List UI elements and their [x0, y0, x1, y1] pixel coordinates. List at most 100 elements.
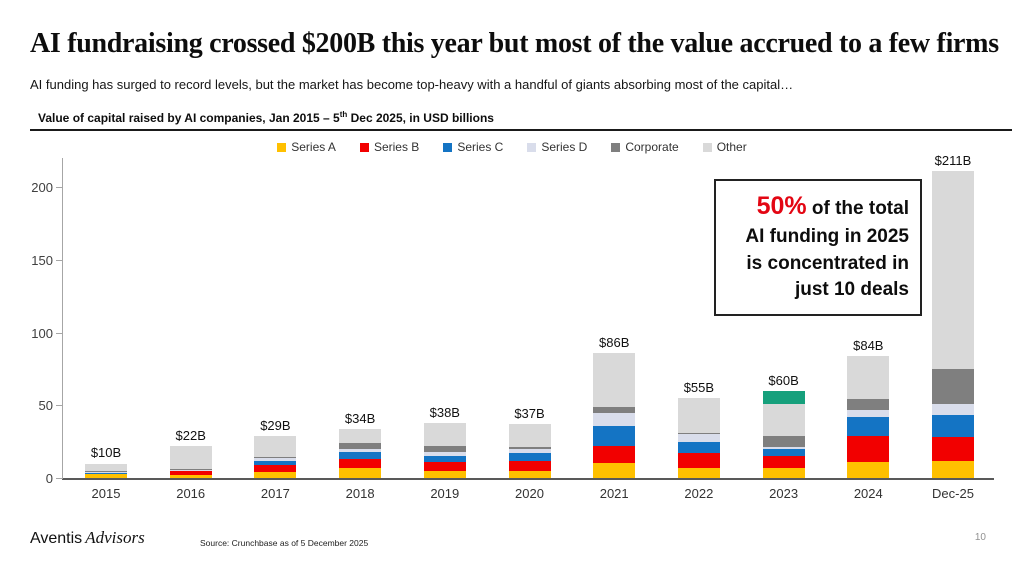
x-axis-label: 2021 — [599, 486, 629, 501]
bar-value-label: $211B — [934, 153, 972, 168]
y-axis-label: 100 — [31, 325, 53, 341]
bar-segment-series-d — [169, 470, 212, 471]
callout-line: is concentrated in — [746, 252, 909, 274]
x-axis-label: 2022 — [684, 486, 714, 501]
bar-value-label: $37B — [514, 406, 545, 422]
bar-segment-other — [169, 446, 212, 470]
legend-swatch-icon — [359, 142, 369, 152]
legend-swatch-icon — [611, 142, 621, 152]
bar-segment-series-a — [932, 460, 974, 478]
plot-area: 0 50 100 150 200 $10B 2015 $22B 2016 $29B 2017 $34B… — [31, 153, 994, 501]
bar-2021 — [593, 352, 636, 478]
bar-segment-series-c — [932, 415, 974, 438]
bar-segment-series-d — [85, 472, 127, 473]
bar-segment-series-b — [423, 462, 466, 471]
bar-segment-series-d — [339, 448, 382, 452]
bar-segment-corporate — [932, 368, 974, 404]
bar-segment-series-a — [847, 462, 890, 478]
y-axis-tick — [56, 405, 63, 407]
bar-segment-other — [677, 398, 720, 433]
legend-swatch-icon — [443, 142, 453, 152]
legend-item-series-b: Series B — [359, 140, 419, 154]
bar-segment-series-a — [423, 470, 466, 478]
x-axis-label: 2020 — [515, 486, 544, 501]
bar-segment-corporate — [254, 456, 297, 458]
bar-segment-series-c — [423, 456, 466, 463]
legend-item-series-c: Series C — [443, 140, 503, 154]
bar-value-label: $34B — [344, 410, 376, 426]
bar-segment-other — [254, 435, 297, 457]
bar-segment-series-b — [339, 459, 382, 468]
bar-value-label: $22B — [175, 427, 206, 443]
y-axis-label: 0 — [45, 471, 53, 486]
bar-segment-series-b — [85, 473, 127, 475]
y-axis-tick — [56, 478, 63, 479]
bar-segment-series-c — [339, 451, 382, 460]
legend-label: Other — [716, 140, 747, 154]
chart-title-suffix: Dec 2025, in USD billions — [347, 111, 494, 125]
bar-segment-series-d — [593, 412, 636, 426]
bar-segment-series-b — [847, 435, 890, 462]
callout-box: 50% of the total AI funding in 2025 is con… — [714, 179, 922, 316]
bar-segment-series-c — [85, 472, 127, 474]
x-axis-label: 2017 — [260, 486, 290, 501]
bar-segment-series-d — [254, 457, 297, 461]
callout-line: 50% of the total — [756, 192, 909, 220]
bar-segment-series-d — [677, 434, 720, 442]
x-axis-label: Dec-25 — [932, 486, 974, 501]
y-axis-label: 50 — [38, 398, 53, 414]
bar-value-label: $86B — [599, 334, 630, 350]
bar-value-label: $55B — [683, 379, 715, 395]
y-axis-label: 200 — [31, 180, 53, 195]
legend-swatch-icon — [702, 142, 712, 152]
bar-value-label: $38B — [429, 404, 460, 420]
x-axis-label: 2019 — [430, 486, 460, 501]
bar-segment-series-c — [677, 441, 720, 454]
subtitle: AI funding has surged to record levels, … — [30, 77, 794, 92]
bar-value-label: $29B — [260, 417, 291, 433]
chart-title: Value of capital raised by AI companies,… — [38, 110, 494, 125]
bar-segment-corporate — [508, 447, 551, 449]
chart-title-prefix: Value of capital raised by AI companies,… — [38, 111, 340, 125]
page-title: AI fundraising crossed $200B this year b… — [30, 28, 999, 59]
bar-segment-corporate — [339, 443, 382, 449]
page-number: 10 — [974, 532, 986, 543]
legend-item-corporate: Corporate — [611, 140, 679, 154]
bar-segment-series-a — [254, 472, 297, 478]
callout-line: AI funding in 2025 — [745, 226, 909, 247]
bar-segment-other — [762, 403, 805, 436]
bar-segment-series-b — [169, 471, 212, 476]
legend-swatch-icon — [277, 142, 287, 152]
y-axis-tick — [56, 259, 63, 261]
chart-legend: Series A Series B Series C Series D Corporat… — [0, 140, 1024, 154]
y-axis-tick — [56, 332, 63, 334]
bar-segment-series-a — [85, 474, 127, 478]
bar-segment-series-c — [508, 453, 551, 461]
legend-label: Corporate — [625, 140, 679, 154]
bar-segment-highlight-deal — [762, 390, 805, 404]
x-axis-label: 2024 — [853, 486, 883, 501]
bar-segment-corporate — [423, 446, 466, 452]
bar-segment-series-c — [254, 460, 297, 465]
legend-item-series-d: Series D — [527, 140, 587, 154]
bar-segment-corporate — [593, 406, 636, 413]
bar-segment-series-a — [762, 467, 805, 478]
footer-logo: Aventis Advisors — [30, 528, 145, 548]
bar-segment-corporate — [847, 399, 890, 410]
y-axis-tick — [56, 187, 63, 188]
bar-segment-other — [593, 352, 636, 407]
bar-value-label: $84B — [853, 337, 884, 353]
source-note: Source: Crunchbase as of 5 December 2025 — [200, 538, 369, 548]
bar-segment-corporate — [762, 435, 805, 448]
x-axis-label: 2016 — [176, 486, 206, 501]
bar-segment-other — [85, 463, 127, 471]
bar-segment-series-d — [847, 409, 890, 417]
callout-highlight: 50% — [756, 192, 807, 220]
bar-2016 — [169, 446, 212, 478]
bar-segment-other — [339, 428, 382, 444]
legend-label: Series A — [291, 140, 336, 154]
logo-text-sans: Aventis — [30, 530, 83, 547]
bar-segment-series-d — [508, 448, 551, 454]
y-axis-label: 150 — [31, 252, 53, 268]
bar-value-label: $60B — [768, 372, 799, 388]
